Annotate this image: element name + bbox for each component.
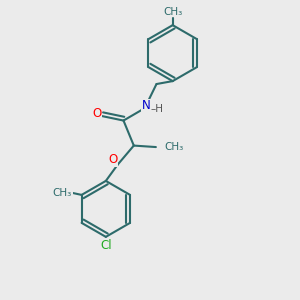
Text: CH₃: CH₃ xyxy=(164,142,183,152)
Text: –H: –H xyxy=(151,104,164,114)
Text: O: O xyxy=(92,107,102,120)
Text: O: O xyxy=(109,153,118,166)
Text: N: N xyxy=(142,99,151,112)
Text: CH₃: CH₃ xyxy=(53,188,72,197)
Text: Cl: Cl xyxy=(100,238,112,252)
Text: CH₃: CH₃ xyxy=(163,7,182,17)
